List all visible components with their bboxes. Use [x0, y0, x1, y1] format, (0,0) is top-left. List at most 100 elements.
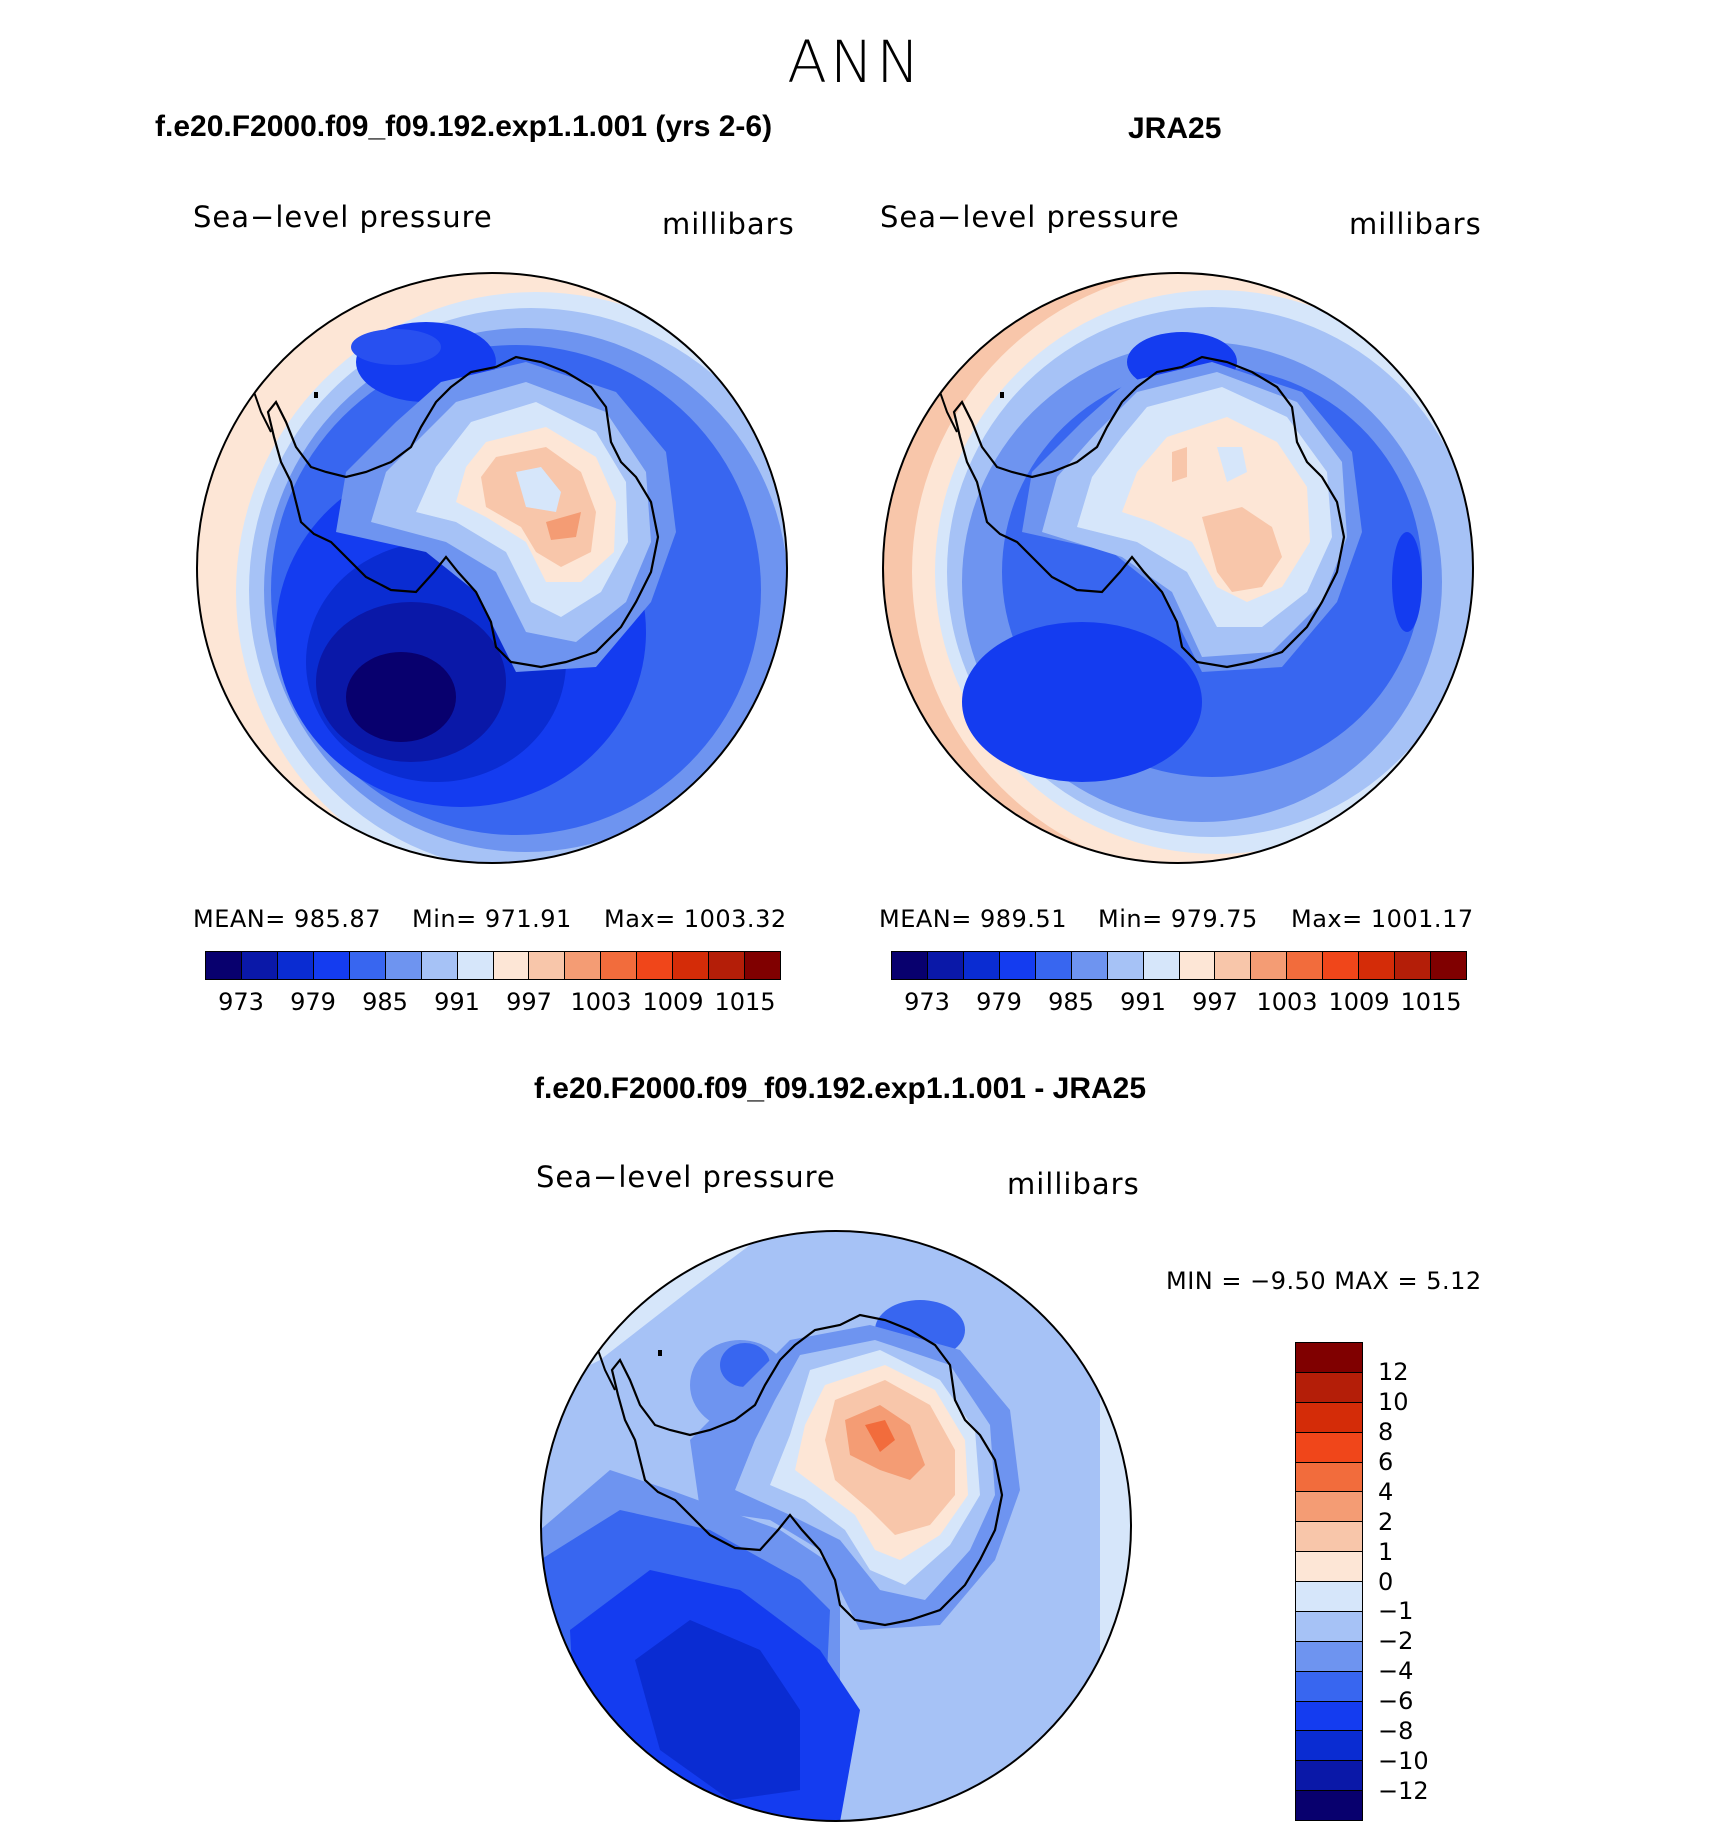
colorbar-swatch	[1431, 952, 1466, 979]
colorbar-tick-label: 1003	[1256, 988, 1318, 1016]
colorbar-swatch	[927, 952, 964, 979]
panel2-case-title: JRA25	[1128, 112, 1222, 145]
panel1-polar-map	[196, 272, 788, 864]
colorbar-swatch	[673, 952, 710, 979]
colorbar-swatch	[963, 952, 1000, 979]
colorbar-swatch	[1107, 952, 1144, 979]
colorbar-swatch	[1296, 1343, 1362, 1373]
colorbar-swatch	[1143, 952, 1180, 979]
colorbar-tick-label: −6	[1378, 1687, 1414, 1716]
colorbar-swatch	[1395, 952, 1432, 979]
panel2-units-label: millibars	[1349, 207, 1482, 241]
colorbar-swatch	[241, 952, 278, 979]
colorbar-tick-label: 4	[1378, 1477, 1394, 1506]
colorbar-swatch	[1296, 1671, 1362, 1702]
colorbar-tick-label: 6	[1378, 1447, 1394, 1476]
colorbar-swatch	[1296, 1791, 1362, 1820]
colorbar-tick-label: 979	[976, 988, 1022, 1016]
panel2-polar-map	[882, 272, 1474, 864]
colorbar-tick-label: 1009	[642, 988, 704, 1016]
colorbar-tick-label: −1	[1378, 1597, 1414, 1626]
colorbar-tick-label: 2	[1378, 1507, 1394, 1536]
panel2-colorbar-ticks: 973 979 985 991 997 1003 1009 1015	[891, 988, 1467, 1018]
diff-minmax-label: MIN = −9.50 MAX = 5.12	[1166, 1267, 1482, 1295]
colorbar-tick-label: 997	[506, 988, 552, 1016]
colorbar-swatch	[421, 952, 458, 979]
diff-colorbar-ticks: 12 10 8 6 4 2 1 0 −1 −2 −4 −6 −8 −10 −12	[1378, 1342, 1438, 1821]
colorbar-swatch	[1296, 1402, 1362, 1433]
colorbar-swatch	[277, 952, 314, 979]
colorbar-swatch	[1287, 952, 1324, 979]
colorbar-tick-label: 991	[434, 988, 480, 1016]
panel1-colorbar	[205, 951, 781, 980]
colorbar-swatch	[709, 952, 746, 979]
colorbar-swatch	[385, 952, 422, 979]
colorbar-swatch	[1071, 952, 1108, 979]
colorbar-tick-label: 1009	[1328, 988, 1390, 1016]
colorbar-swatch	[1035, 952, 1072, 979]
colorbar-swatch	[529, 952, 566, 979]
colorbar-swatch	[493, 952, 530, 979]
colorbar-swatch	[1296, 1462, 1362, 1493]
colorbar-swatch	[1296, 1582, 1362, 1612]
colorbar-tick-label: 985	[362, 988, 408, 1016]
colorbar-tick-label: 985	[1048, 988, 1094, 1016]
colorbar-swatch	[1323, 952, 1360, 979]
colorbar-tick-label: 1015	[714, 988, 776, 1016]
panel2-colorbar	[891, 951, 1467, 980]
colorbar-tick-label: 979	[290, 988, 336, 1016]
colorbar-swatch	[1359, 952, 1396, 979]
colorbar-swatch	[1215, 952, 1252, 979]
colorbar-swatch	[1296, 1701, 1362, 1732]
colorbar-swatch	[637, 952, 674, 979]
colorbar-swatch	[1251, 952, 1288, 979]
panel1-case-title: f.e20.F2000.f09_f09.192.exp1.1.001 (yrs …	[155, 110, 773, 143]
colorbar-swatch	[1179, 952, 1216, 979]
colorbar-swatch	[745, 952, 780, 979]
diff-variable-label: Sea−level pressure	[536, 1160, 836, 1194]
colorbar-swatch	[206, 952, 242, 979]
colorbar-tick-label: −4	[1378, 1657, 1414, 1686]
colorbar-swatch	[1296, 1522, 1362, 1553]
panel2-max-label: Max= 1001.17	[1291, 905, 1474, 933]
colorbar-tick-label: 997	[1192, 988, 1238, 1016]
colorbar-tick-label: 991	[1120, 988, 1166, 1016]
colorbar-tick-label: 1003	[570, 988, 632, 1016]
colorbar-tick-label: 10	[1378, 1387, 1409, 1416]
diff-case-title: f.e20.F2000.f09_f09.192.exp1.1.001 - JRA…	[533, 1072, 1147, 1105]
colorbar-tick-label: 12	[1378, 1357, 1409, 1386]
colorbar-swatch	[999, 952, 1036, 979]
panel1-colorbar-ticks: 973 979 985 991 997 1003 1009 1015	[205, 988, 781, 1018]
colorbar-tick-label: 973	[218, 988, 264, 1016]
colorbar-swatch	[1296, 1761, 1362, 1792]
colorbar-tick-label: 973	[904, 988, 950, 1016]
colorbar-swatch	[565, 952, 602, 979]
colorbar-tick-label: −8	[1378, 1717, 1414, 1746]
panel2-variable-label: Sea−level pressure	[880, 200, 1180, 234]
colorbar-tick-label: 8	[1378, 1417, 1394, 1446]
colorbar-tick-label: 1	[1378, 1537, 1394, 1566]
panel1-variable-label: Sea−level pressure	[193, 200, 493, 234]
colorbar-tick-label: −12	[1378, 1777, 1429, 1806]
panel1-mean-label: MEAN= 985.87	[193, 905, 381, 933]
colorbar-swatch	[313, 952, 350, 979]
panel2-min-label: Min= 979.75	[1098, 905, 1258, 933]
colorbar-swatch	[1296, 1492, 1362, 1523]
colorbar-swatch	[892, 952, 928, 979]
colorbar-swatch	[1296, 1552, 1362, 1582]
panel1-units-label: millibars	[662, 207, 795, 241]
colorbar-tick-label: −2	[1378, 1627, 1414, 1656]
colorbar-swatch	[1296, 1611, 1362, 1642]
diff-polar-map	[540, 1230, 1132, 1822]
colorbar-swatch	[1296, 1731, 1362, 1762]
colorbar-swatch	[601, 952, 638, 979]
colorbar-tick-label: −10	[1378, 1747, 1429, 1776]
panel1-max-label: Max= 1003.32	[604, 905, 787, 933]
diff-units-label: millibars	[1007, 1167, 1140, 1201]
colorbar-swatch	[349, 952, 386, 979]
diff-colorbar	[1295, 1342, 1363, 1821]
panel2-mean-label: MEAN= 989.51	[879, 905, 1067, 933]
colorbar-swatch	[1296, 1641, 1362, 1672]
figure-title: ANN	[787, 28, 923, 96]
colorbar-tick-label: 0	[1378, 1567, 1394, 1596]
